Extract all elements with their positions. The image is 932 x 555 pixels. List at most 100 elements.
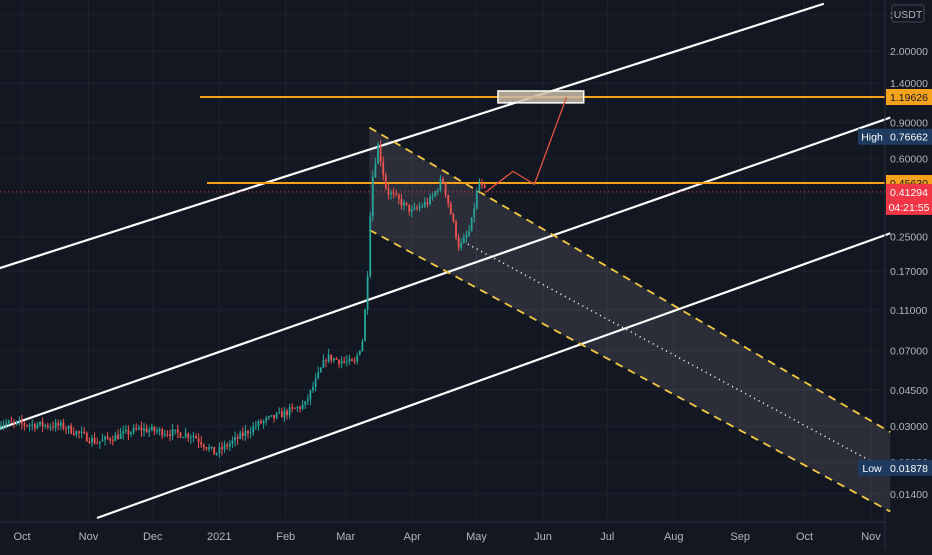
candle-body xyxy=(127,429,130,435)
candle-body xyxy=(460,242,463,248)
candle-body xyxy=(166,434,169,436)
y-tick-label: 0.25000 xyxy=(890,232,928,244)
candle-body xyxy=(231,440,234,444)
y-tick-label: 0.11000 xyxy=(890,305,927,317)
candle-body xyxy=(23,423,26,426)
candle-body xyxy=(338,359,340,364)
price-tag-bg xyxy=(886,198,932,215)
price-tag-bg xyxy=(886,459,932,476)
candle-body xyxy=(457,237,460,248)
price-tag-value: 1.19626 xyxy=(890,92,928,104)
price-tag-name: High xyxy=(861,132,883,144)
x-tick-label: 2021 xyxy=(207,531,231,543)
candle-body xyxy=(395,193,398,195)
candle-body xyxy=(442,178,444,183)
candle-body xyxy=(286,410,288,416)
candle-body xyxy=(189,437,192,439)
candle-body xyxy=(423,202,426,207)
channel-line-2 xyxy=(0,116,891,430)
candle-body xyxy=(403,202,405,206)
candle-body xyxy=(335,358,338,360)
candle-body xyxy=(7,420,10,424)
candle-body xyxy=(169,434,171,436)
candle-body xyxy=(83,431,86,433)
candle-body xyxy=(20,420,23,424)
candle-body xyxy=(421,206,424,208)
candle-body xyxy=(26,425,28,427)
projection-path xyxy=(484,96,568,194)
candle-body xyxy=(462,237,465,243)
price-tag-bg xyxy=(886,183,932,200)
candle-body xyxy=(111,440,114,442)
candle-body xyxy=(85,432,88,442)
candle-body xyxy=(309,390,312,400)
candle-body xyxy=(140,427,143,431)
candle-body xyxy=(361,341,364,351)
candle-body xyxy=(301,404,304,409)
y-tick-label: 0.17000 xyxy=(890,266,928,278)
candle-body xyxy=(413,207,416,210)
candle-body xyxy=(195,435,197,439)
candle-body xyxy=(408,204,411,212)
candle-body xyxy=(93,437,96,444)
candle-body xyxy=(387,188,390,195)
target-box xyxy=(497,90,585,104)
candle-body xyxy=(371,176,374,217)
candle-body xyxy=(143,428,145,431)
candle-body xyxy=(70,425,73,434)
candle-body xyxy=(33,424,36,429)
candle-body xyxy=(384,175,387,189)
candle-body xyxy=(483,185,486,189)
candle-body xyxy=(148,430,151,433)
candle-body xyxy=(270,415,273,417)
candle-body xyxy=(283,410,286,418)
candle-body xyxy=(67,425,70,429)
candle-body xyxy=(280,411,283,418)
candle-body xyxy=(382,161,385,176)
candle-body xyxy=(176,429,179,433)
candle-body xyxy=(2,424,5,426)
candle-body xyxy=(208,447,210,450)
candle-body xyxy=(374,163,377,177)
currency-badge xyxy=(891,4,925,23)
candle-body xyxy=(358,350,361,356)
x-tick-label: Dec xyxy=(143,531,163,543)
candle-body xyxy=(434,191,437,197)
y-tick-label: 0.04500 xyxy=(890,385,928,397)
candle-body xyxy=(114,434,117,441)
drawing-tools[interactable] xyxy=(0,2,891,520)
candle-body xyxy=(106,436,109,439)
candle-body xyxy=(153,426,156,432)
candle-body xyxy=(426,202,429,204)
y-tick-label: 2.00000 xyxy=(890,46,928,58)
candle-body xyxy=(317,372,320,379)
candle-body xyxy=(345,361,348,363)
candle-body xyxy=(319,367,322,373)
candle-body xyxy=(62,422,65,429)
candle-body xyxy=(257,421,260,427)
candle-body xyxy=(390,192,392,195)
price-tag-name-bg xyxy=(858,459,886,476)
candle-body xyxy=(234,436,236,441)
candle-body xyxy=(218,447,221,454)
candle-body xyxy=(137,427,140,430)
candle-body xyxy=(340,361,343,364)
candle-body xyxy=(49,426,52,428)
candle-body xyxy=(205,447,208,450)
candle-body xyxy=(366,276,369,310)
candle-body xyxy=(150,426,153,431)
candle-body xyxy=(174,429,177,431)
candle-body xyxy=(215,453,218,455)
candle-body xyxy=(429,196,431,204)
candle-body xyxy=(322,360,325,368)
y-tick-label: 0.90000 xyxy=(890,117,928,129)
candle-body xyxy=(75,431,78,435)
candle-body xyxy=(304,401,307,405)
candle-body xyxy=(447,195,450,204)
candle-body xyxy=(98,441,101,444)
y-tick-label: 0.01400 xyxy=(890,489,928,501)
candle-body xyxy=(288,407,291,416)
candle-body xyxy=(161,429,164,436)
